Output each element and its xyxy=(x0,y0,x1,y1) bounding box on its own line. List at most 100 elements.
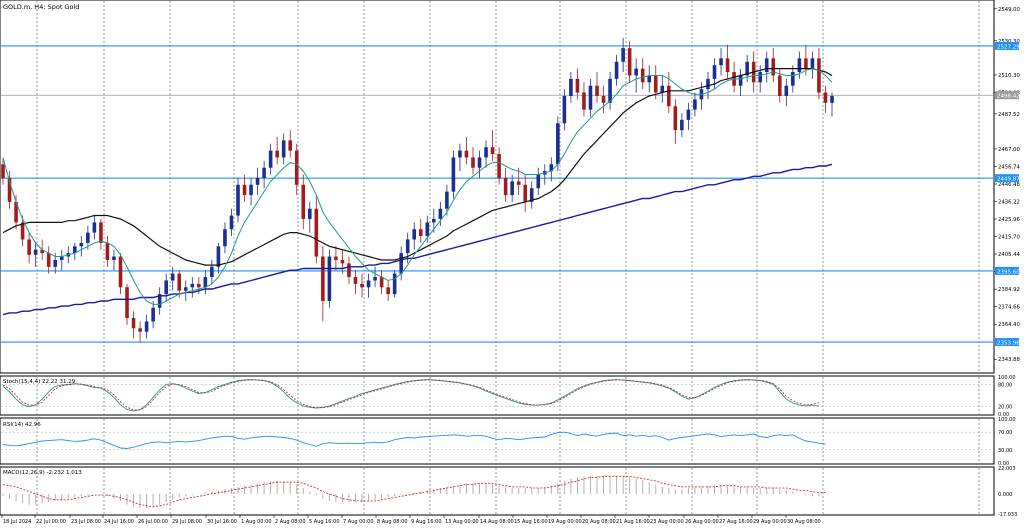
price-tick-label: 2487.52 xyxy=(998,112,1020,118)
candle-body xyxy=(399,253,403,274)
rsi-panel-frame xyxy=(0,417,995,465)
candle-body xyxy=(138,328,142,332)
candle xyxy=(386,280,390,301)
candle-body xyxy=(712,65,717,79)
candle-body xyxy=(471,157,475,168)
candle-body xyxy=(294,150,299,185)
candle xyxy=(334,246,338,271)
price-axis: 2549.002530.302510.302500.082487.522467.… xyxy=(994,7,1021,363)
candle xyxy=(73,242,77,260)
candle-body xyxy=(817,58,821,93)
candle xyxy=(249,177,253,206)
candle-body xyxy=(105,242,110,260)
macd-histogram xyxy=(2,476,820,509)
rsi-tick-label: 30.00 xyxy=(998,448,1012,454)
candle xyxy=(288,130,293,158)
candle xyxy=(347,256,351,284)
candle-body xyxy=(634,68,638,76)
support-resistance-lines[interactable] xyxy=(1,45,993,343)
price-tick-label: 2425.96 xyxy=(998,217,1021,223)
time-tick-label: 21 Aug 16:00 xyxy=(616,519,650,525)
price-tick-label: 2446.48 xyxy=(998,182,1021,188)
candle-body xyxy=(7,177,12,202)
rsi-line xyxy=(2,431,826,449)
candle xyxy=(379,270,384,295)
macd-signal xyxy=(2,475,826,508)
candle xyxy=(464,136,469,165)
candle-body xyxy=(529,188,534,202)
candle-body xyxy=(640,68,645,83)
time-tick-label: 18 Jul 2024 xyxy=(3,519,31,525)
candle-body xyxy=(738,75,743,86)
candlesticks xyxy=(1,37,834,342)
candle xyxy=(216,242,221,274)
candle xyxy=(458,143,462,172)
candle-body xyxy=(353,277,358,284)
macd-axis: 22.003 0.000 -17.033 xyxy=(998,466,1017,518)
candle-body xyxy=(503,177,508,196)
rsi-tick-label: 70.00 xyxy=(998,430,1012,436)
stoch-d-line xyxy=(2,379,820,411)
candle-body xyxy=(33,249,38,255)
candle-body xyxy=(334,256,338,260)
candle-body xyxy=(614,61,619,79)
candle-body xyxy=(79,242,84,247)
candle-body xyxy=(308,208,312,219)
price-level-tag-bg xyxy=(995,41,1019,50)
candle xyxy=(503,167,508,202)
candle-body xyxy=(536,174,541,189)
candle-body xyxy=(758,72,762,83)
candle xyxy=(445,184,449,216)
candle-body xyxy=(660,85,665,93)
candle-body xyxy=(301,184,306,219)
candle xyxy=(183,280,188,301)
time-tick-label: 20 Aug 08:00 xyxy=(582,519,616,525)
candle-body xyxy=(157,294,162,308)
candle xyxy=(791,65,795,93)
price-level-tag-text: 2395.60 xyxy=(997,269,1020,275)
macd-panel[interactable]: MACD(12,26,9) -2.232 1.013 22.003 0.000 -1… xyxy=(0,466,1017,518)
time-tick-label: 27 Aug 16:00 xyxy=(719,519,753,525)
candle xyxy=(210,259,214,284)
candle xyxy=(595,72,599,103)
candle-body xyxy=(458,150,462,158)
candle xyxy=(20,215,25,247)
candle-body xyxy=(405,239,410,254)
candle-body xyxy=(288,140,293,151)
candle-body xyxy=(745,61,749,76)
candle-body xyxy=(183,287,188,291)
candle-body xyxy=(601,95,606,103)
ma-fast-line xyxy=(2,68,833,305)
candle-body xyxy=(516,181,521,185)
candle-body xyxy=(249,184,253,196)
stoch-tick-label: 0.00 xyxy=(998,412,1009,418)
candle-body xyxy=(229,215,234,230)
candle-body xyxy=(392,273,397,295)
candle xyxy=(242,174,247,202)
candle-body xyxy=(621,48,625,62)
candle xyxy=(529,181,534,209)
price-level-tag-text: 2353.96 xyxy=(997,340,1020,346)
candle xyxy=(516,167,521,196)
candle-body xyxy=(647,75,652,83)
price-tick-label: 2364.40 xyxy=(998,322,1021,328)
candle xyxy=(764,51,769,83)
candle xyxy=(823,85,828,114)
candle xyxy=(627,41,632,83)
candle-body xyxy=(27,239,31,255)
candle xyxy=(634,58,638,93)
rsi-panel[interactable]: RSI(14) 42.96 100.00 70.00 30.00 0.00 xyxy=(0,417,1016,467)
candle-body xyxy=(562,95,567,124)
candle-body xyxy=(804,58,808,69)
main-panel[interactable]: GOLD.m, H4: Spot Gold 2549.00 2530.30 2510… xyxy=(0,0,1021,374)
macd-label: MACD(12,26,9) -2.232 1.013 xyxy=(3,470,82,476)
candle-body xyxy=(719,58,723,66)
price-level-tag: 2353.96 xyxy=(995,338,1020,346)
candle xyxy=(719,48,723,76)
candle xyxy=(360,273,364,298)
candle xyxy=(471,147,475,175)
